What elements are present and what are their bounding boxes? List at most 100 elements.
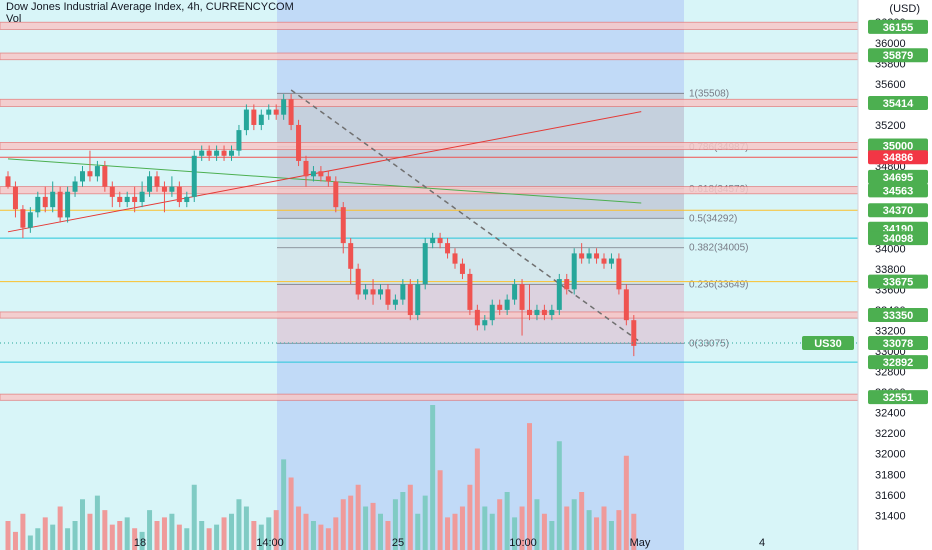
price-label-text: 33350 <box>883 310 914 322</box>
candle-body <box>459 263 465 274</box>
candle-body <box>102 166 108 187</box>
price-label-box <box>868 335 928 350</box>
price-label-box <box>868 390 928 405</box>
candle-body <box>288 99 294 125</box>
volume-bar <box>519 506 525 550</box>
volume-bar <box>251 521 257 550</box>
candle-body <box>50 191 56 208</box>
volume-bar <box>474 448 480 550</box>
price-label-text: 34370 <box>883 205 914 217</box>
volume-bar <box>579 492 585 550</box>
candle-body <box>400 284 406 300</box>
candle-body <box>310 171 316 177</box>
candles <box>5 94 637 357</box>
candle-body <box>579 253 585 259</box>
candle-body <box>355 268 361 295</box>
candle-body <box>124 196 130 203</box>
volume-bar <box>608 521 614 550</box>
candle-body <box>497 304 503 310</box>
volume-bar <box>325 528 331 550</box>
volume-bar <box>236 499 242 550</box>
volume-bar <box>139 531 145 550</box>
volume-bar <box>161 517 167 550</box>
candle-body <box>445 243 451 254</box>
candle-body <box>132 196 138 203</box>
zone-band <box>0 21 859 30</box>
candle-body <box>109 186 115 197</box>
y-tick-label: 31400 <box>875 510 906 522</box>
price-label-text: 34695 <box>883 172 914 184</box>
price-label-box <box>868 95 928 110</box>
volume-bar <box>102 510 108 550</box>
volume-bar <box>430 405 436 550</box>
volume-bar <box>348 495 354 550</box>
volume-bar <box>378 513 383 550</box>
candle-body <box>27 212 33 228</box>
candle-body <box>325 176 331 182</box>
price-label-box <box>868 308 928 323</box>
candle-body <box>206 150 212 156</box>
candle-body <box>512 284 518 300</box>
candle-body <box>519 284 525 310</box>
volume-bar <box>623 455 629 550</box>
candle-body <box>12 186 18 210</box>
y-tick-label: 35600 <box>875 79 906 91</box>
volume-bar <box>169 513 175 550</box>
price-label-box <box>868 138 928 153</box>
volume-bar <box>363 506 369 550</box>
y-tick-label: 35200 <box>875 120 906 132</box>
x-tick-label: May <box>630 537 651 549</box>
volume-bar <box>124 517 130 550</box>
volume-bar <box>489 513 495 550</box>
price-label-text: 32551 <box>883 392 914 404</box>
price-label-box <box>868 203 928 218</box>
candle-body <box>392 299 398 305</box>
candle-body <box>169 186 175 192</box>
candle-body <box>236 130 242 151</box>
volume-bar <box>512 517 518 550</box>
candle-body <box>35 196 41 213</box>
zone-band <box>0 98 859 107</box>
candle-body <box>251 109 257 125</box>
volume-bar <box>214 524 220 550</box>
candle-body <box>191 155 197 197</box>
time-axis[interactable]: 18 14:00 25 10:00 May 4 <box>134 537 765 549</box>
volume-bar <box>392 499 398 550</box>
price-label-box <box>868 19 928 34</box>
candle-body <box>430 237 436 244</box>
candle-body <box>5 176 11 187</box>
volume-bar <box>87 513 93 550</box>
candle-body <box>482 320 488 326</box>
volume-bar <box>437 470 443 550</box>
volume-bar <box>42 517 48 550</box>
candle-body <box>594 253 600 259</box>
candle-body <box>623 289 629 321</box>
candle-body <box>631 320 637 346</box>
candle-body <box>154 176 160 187</box>
y-tick-label: 36000 <box>875 38 906 50</box>
candle-body <box>161 186 167 192</box>
volume-bar <box>80 499 85 550</box>
volume-bar <box>281 459 287 550</box>
volume-bar <box>482 506 488 550</box>
y-tick-label: 33200 <box>875 325 906 337</box>
volume-bar <box>333 517 339 550</box>
zone-band <box>0 393 859 401</box>
volume-bar <box>109 524 115 550</box>
volume-bar <box>459 506 465 550</box>
currency-label: (USD) <box>889 3 920 15</box>
price-label-text: 34886 <box>883 152 914 164</box>
candle-body <box>504 299 510 310</box>
volume-bar <box>191 484 197 550</box>
y-tick-label: 32400 <box>875 408 906 420</box>
candle-body <box>281 99 287 115</box>
currency-code: USD <box>893 3 917 15</box>
volume-bar <box>586 510 592 550</box>
volume-bar <box>206 528 212 550</box>
symbol-tag-box <box>802 335 854 350</box>
volume-bar <box>541 513 547 550</box>
candle-body <box>184 196 190 203</box>
candle-body <box>370 289 376 295</box>
